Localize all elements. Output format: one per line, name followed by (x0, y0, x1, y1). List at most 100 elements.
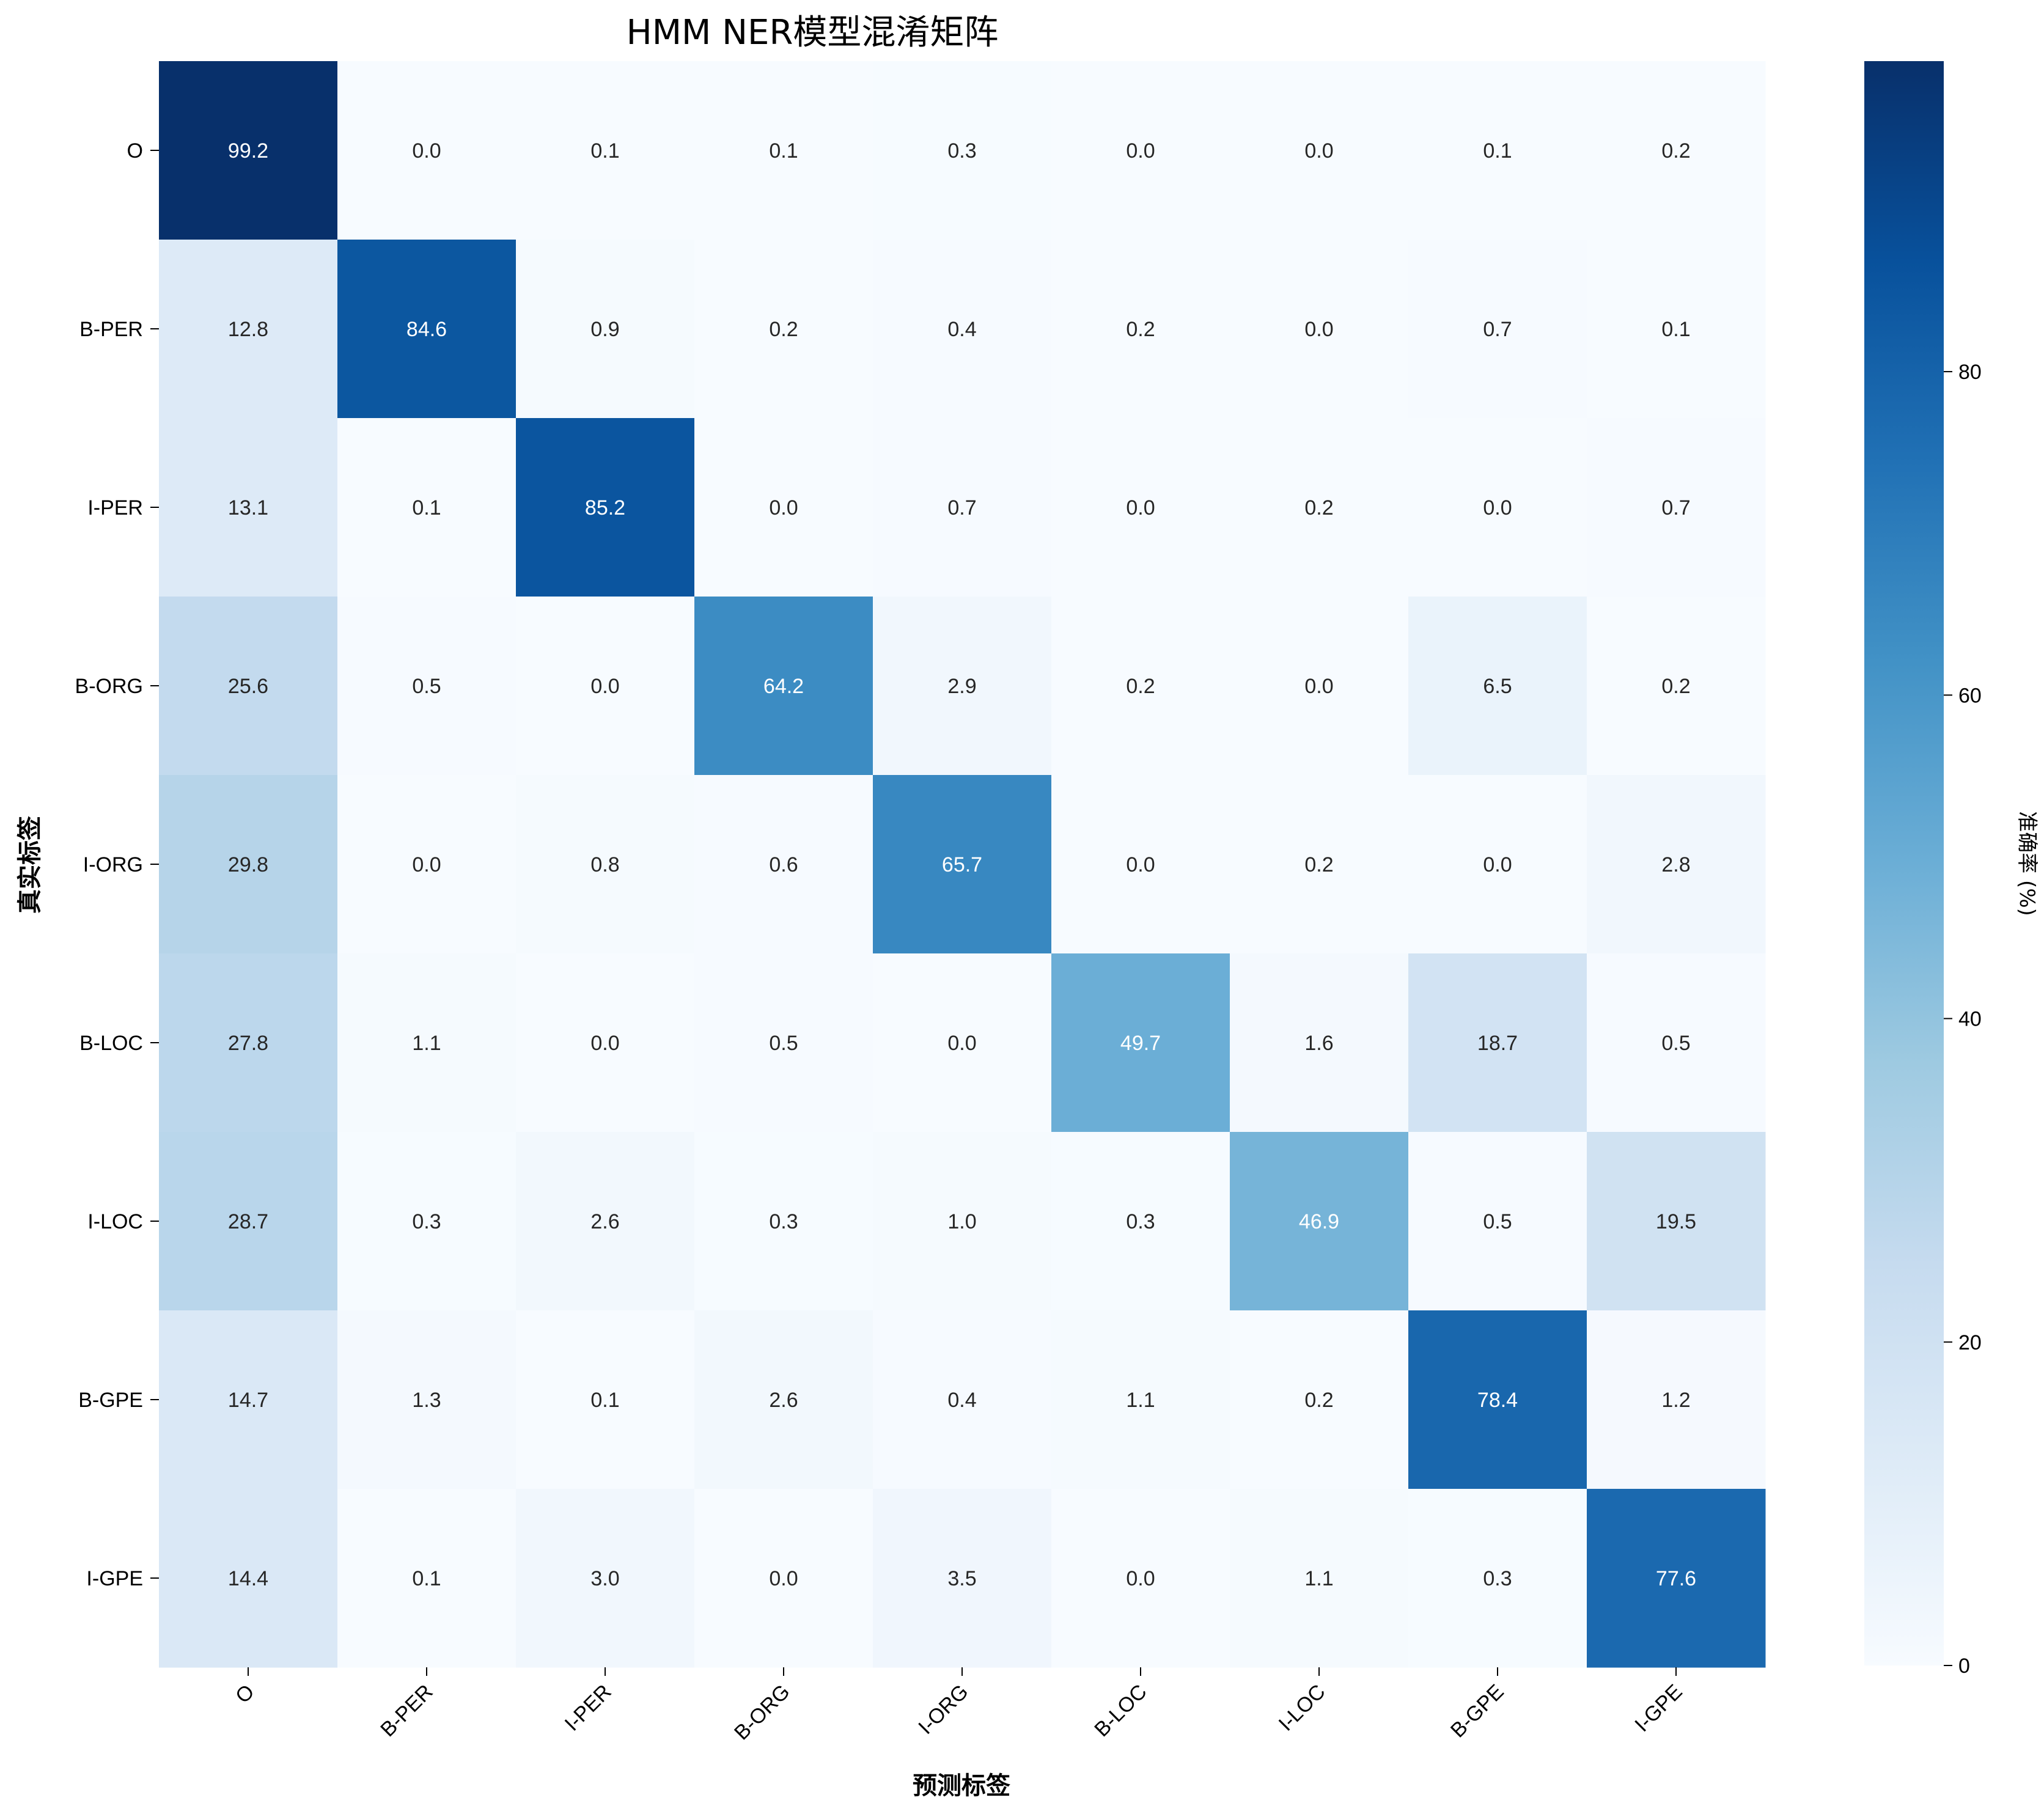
heatmap-cell (1408, 240, 1587, 419)
cell-value-label: 0.0 (1126, 853, 1155, 876)
heatmap-cell (1408, 1132, 1587, 1311)
x-tick-label: O (231, 1680, 259, 1708)
cell-value-label: 64.2 (763, 675, 804, 698)
heatmap-cell (1051, 1132, 1230, 1311)
cell-value-label: 0.4 (947, 318, 976, 341)
heatmap-cell (1051, 1489, 1230, 1668)
cell-value-label: 0.2 (769, 318, 798, 341)
heatmap-cell (1408, 775, 1587, 954)
heatmap-cell (159, 240, 338, 419)
cell-value-label: 14.4 (228, 1567, 268, 1590)
y-tick-label: B-PER (79, 318, 143, 341)
cell-value-label: 65.7 (942, 853, 982, 876)
cell-value-label: 2.9 (947, 675, 976, 698)
cell-value-label: 99.2 (228, 139, 268, 163)
heatmap-cell (1587, 775, 1766, 954)
heatmap-cell (1408, 953, 1587, 1133)
cell-value-label: 12.8 (228, 318, 268, 341)
colorbar-tick-label: 0 (1958, 1654, 1970, 1678)
cell-value-label: 0.0 (412, 139, 441, 163)
cell-value-label: 0.1 (590, 1389, 619, 1412)
cell-value-label: 0.0 (1304, 139, 1333, 163)
heatmap-cell (1408, 597, 1587, 776)
cell-value-label: 0.0 (1304, 318, 1333, 341)
y-tick-label: I-ORG (83, 853, 143, 876)
cell-value-label: 25.6 (228, 675, 268, 698)
heatmap-cell (337, 61, 517, 240)
cell-value-label: 14.7 (228, 1389, 268, 1412)
cell-value-label: 3.5 (947, 1567, 976, 1590)
cell-value-label: 0.0 (590, 675, 619, 698)
heatmap-cell (337, 775, 517, 954)
cell-value-label: 0.1 (412, 1567, 441, 1590)
heatmap-cell (1230, 1310, 1409, 1489)
x-tick-label: B-GPE (1446, 1680, 1509, 1742)
cell-value-label: 0.2 (1304, 496, 1333, 520)
cell-value-label: 84.6 (406, 318, 447, 341)
x-tick-label: B-LOC (1090, 1680, 1151, 1741)
heatmap-cell (337, 1489, 517, 1668)
cell-value-label: 0.5 (769, 1032, 798, 1055)
x-axis-label: 预测标签 (913, 1772, 1010, 1800)
cell-value-label: 1.6 (1304, 1032, 1333, 1055)
heatmap-cell (1230, 597, 1409, 776)
cell-value-label: 0.1 (769, 139, 798, 163)
heatmap-cell (516, 1132, 695, 1311)
heatmap-cell (1230, 240, 1409, 419)
heatmap-cell (1230, 1132, 1409, 1311)
heatmap-cell (1051, 953, 1230, 1133)
heatmap-cell (1230, 775, 1409, 954)
heatmap-cell (159, 61, 338, 240)
cell-value-label: 0.0 (1483, 496, 1512, 520)
heatmap-cell (1051, 597, 1230, 776)
cell-value-label: 0.4 (947, 1389, 976, 1412)
cell-value-label: 46.9 (1299, 1210, 1339, 1233)
heatmap-cell (1587, 240, 1766, 419)
heatmap-cell (694, 61, 873, 240)
cell-value-label: 49.7 (1120, 1032, 1161, 1055)
heatmap-cell (1051, 418, 1230, 597)
cell-value-label: 0.2 (1661, 139, 1690, 163)
heatmap-cell (1230, 418, 1409, 597)
cell-value-label: 0.7 (1661, 496, 1690, 520)
heatmap-cells: 99.2 0.0 0.1 0.1 0.3 0.0 0.0 0.1 0.2 12.8 84.6 0.9 0… (159, 61, 1766, 1668)
cell-value-label: 2.6 (590, 1210, 619, 1233)
cell-value-label: 0.0 (1126, 139, 1155, 163)
cell-value-label: 0.0 (1304, 675, 1333, 698)
cell-value-label: 6.5 (1483, 675, 1512, 698)
heatmap-cell (337, 1310, 517, 1489)
x-tick-label: I-GPE (1630, 1680, 1686, 1736)
colorbar-tick-label: 60 (1958, 684, 1982, 707)
heatmap-cell (1408, 1310, 1587, 1489)
heatmap-cell (694, 1489, 873, 1668)
heatmap-cell (516, 240, 695, 419)
heatmap-cell (1587, 1489, 1766, 1668)
cell-value-label: 1.1 (1126, 1389, 1155, 1412)
heatmap-cell (873, 597, 1052, 776)
heatmap-cell (873, 775, 1052, 954)
heatmap-cell (1408, 1489, 1587, 1668)
cell-value-label: 0.0 (1126, 496, 1155, 520)
cell-value-label: 19.5 (1656, 1210, 1696, 1233)
heatmap-cell (337, 418, 517, 597)
cell-value-label: 0.1 (590, 139, 619, 163)
heatmap-cell (159, 1310, 338, 1489)
colorbar-label: 准确率 (%) (2015, 811, 2039, 916)
heatmap-cell (873, 240, 1052, 419)
colorbar-tick-label: 40 (1958, 1008, 1982, 1031)
heatmap-cell (1230, 953, 1409, 1133)
y-tick-label: I-PER (87, 496, 143, 520)
heatmap-cell (1230, 61, 1409, 240)
heatmap-cell (694, 240, 873, 419)
cell-value-label: 1.3 (412, 1389, 441, 1412)
x-tick-label: I-LOC (1274, 1680, 1330, 1736)
heatmap-cell (516, 775, 695, 954)
cell-value-label: 0.5 (412, 675, 441, 698)
cell-value-label: 0.9 (590, 318, 619, 341)
heatmap-cell (1587, 61, 1766, 240)
cell-value-label: 0.0 (947, 1032, 976, 1055)
cell-value-label: 0.2 (1126, 318, 1155, 341)
cell-value-label: 0.3 (1483, 1567, 1512, 1590)
cell-value-label: 13.1 (228, 496, 268, 520)
heatmap-cell (516, 1310, 695, 1489)
